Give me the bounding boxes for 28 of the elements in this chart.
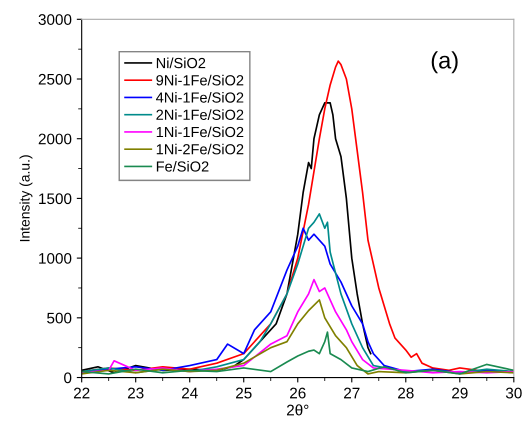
y-tick-label: 1000 — [39, 252, 72, 264]
y-axis-title: Intensity (a.u.) — [19, 155, 32, 242]
x-tick-label: 22 — [74, 388, 90, 398]
x-tick-label: 24 — [182, 388, 198, 398]
x-tick-label: 23 — [128, 388, 144, 398]
legend-label: 2Ni-1Fe/SiO2 — [156, 109, 244, 120]
y-tick-label: 2000 — [38, 134, 72, 144]
y-tick-label: 1500 — [39, 193, 72, 204]
legend-label: Fe/SiO2 — [156, 160, 208, 172]
x-tick-label: 28 — [398, 388, 414, 398]
annotation: (a) — [432, 51, 458, 74]
y-tick-label: 2500 — [38, 74, 72, 85]
x-tick-label: 29 — [452, 388, 468, 398]
x-tick-label: 25 — [236, 388, 252, 398]
x-axis-title: 2θ° — [286, 404, 308, 416]
line-series — [82, 278, 514, 374]
x-tick-label: 26 — [290, 388, 306, 398]
y-tick-label: 500 — [47, 312, 72, 324]
x-tick-label: 27 — [344, 388, 360, 398]
legend-label: 1Ni-1Fe/SiO2 — [156, 126, 244, 138]
y-tick-label: 3000 — [38, 14, 72, 25]
legend-label: 9Ni-1Fe/SiO2 — [156, 74, 244, 86]
legend-label: Ni/SiO2 — [156, 58, 206, 68]
y-tick-label: 0 — [64, 372, 72, 384]
legend-label: 1Ni-2Fe/SiO2 — [156, 144, 244, 154]
x-tick-label: 30 — [506, 388, 522, 398]
line-series — [82, 331, 514, 375]
legend-label: 4Ni-1Fe/SiO2 — [156, 92, 244, 103]
